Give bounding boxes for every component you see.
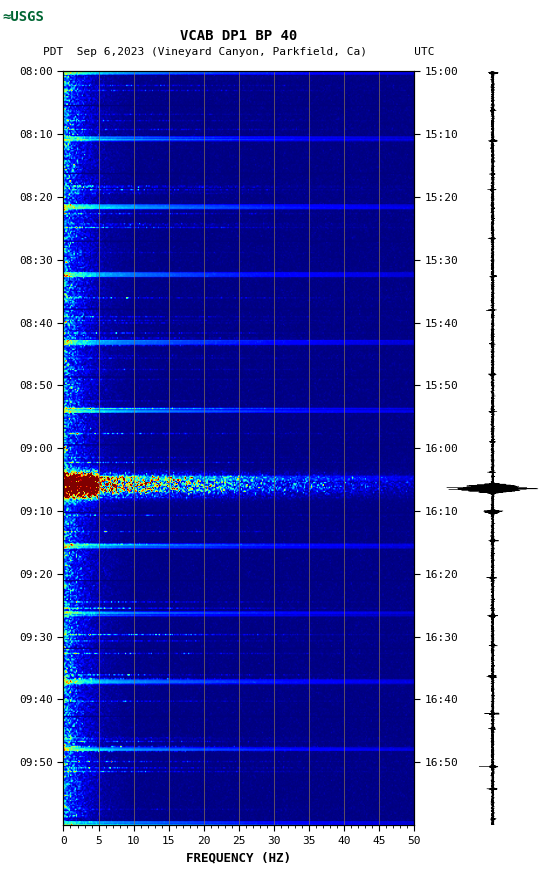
Text: VCAB DP1 BP 40: VCAB DP1 BP 40 <box>180 29 298 43</box>
Text: ≈USGS: ≈USGS <box>3 10 45 24</box>
X-axis label: FREQUENCY (HZ): FREQUENCY (HZ) <box>186 851 291 864</box>
Text: PDT  Sep 6,2023 (Vineyard Canyon, Parkfield, Ca)       UTC: PDT Sep 6,2023 (Vineyard Canyon, Parkfie… <box>43 46 434 57</box>
